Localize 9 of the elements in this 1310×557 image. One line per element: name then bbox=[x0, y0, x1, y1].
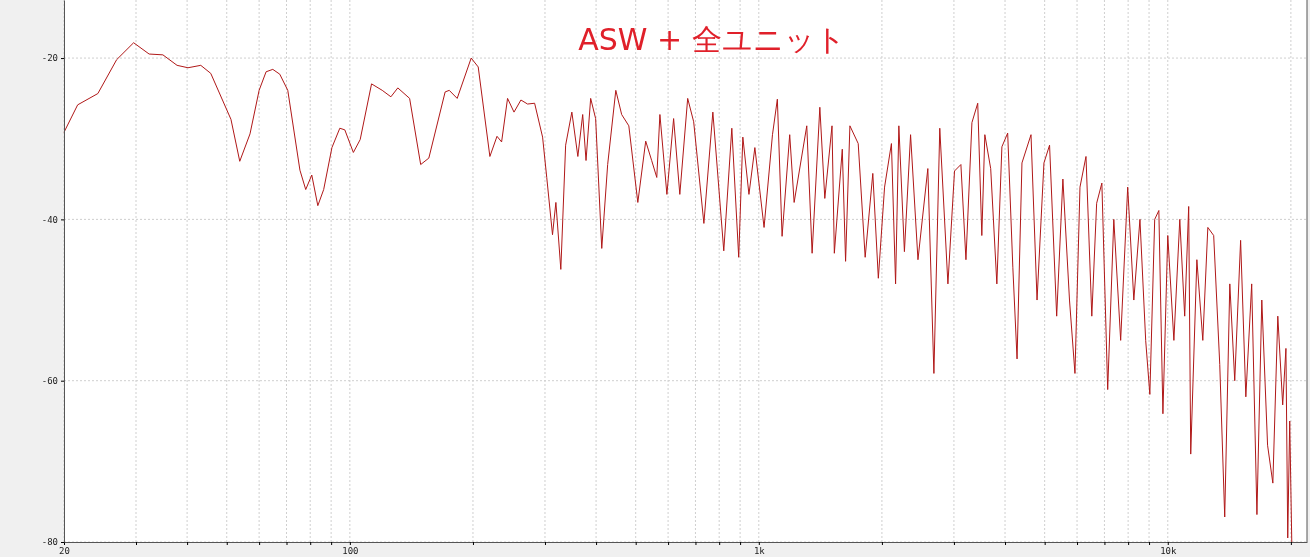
y-tick-label: -20 bbox=[41, 53, 58, 64]
y-tick-label: -40 bbox=[41, 214, 58, 225]
y-tick-label: -80 bbox=[41, 537, 58, 548]
y-tick-label: -60 bbox=[41, 376, 58, 387]
x-tick-label: 100 bbox=[342, 546, 359, 557]
x-tick-label: 1k bbox=[753, 546, 766, 557]
text: ASW + 全ユニット bbox=[578, 22, 846, 57]
x-tick-label: 10k bbox=[1160, 546, 1177, 557]
x-tick-label: 20 bbox=[59, 546, 70, 557]
